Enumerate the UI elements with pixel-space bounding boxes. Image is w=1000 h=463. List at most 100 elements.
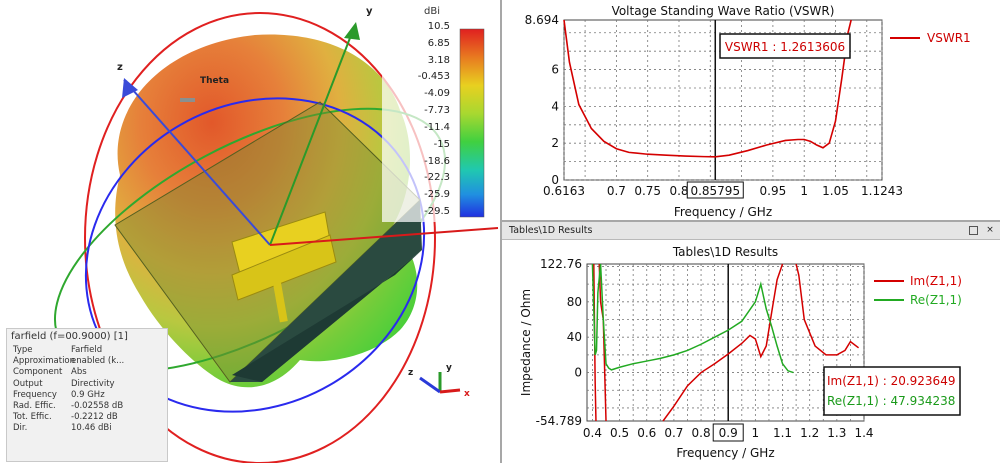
colorbar-tick-label: -0.453 (417, 71, 450, 83)
x-tick-label: 0.6163 (543, 184, 585, 198)
x-tick-label: 0.7 (664, 426, 683, 440)
info-value: 10.46 dBi (71, 423, 112, 434)
x-tick-label: 1.3 (827, 426, 846, 440)
impedance-window: Tables\1D Results × Tables\1D Results 0.4… (502, 222, 1000, 463)
marker-tick-box (686, 181, 744, 199)
farfield-3d-view[interactable]: z y Theta dBi y z x 10.5 6.85 3.18 -0.453 -4… (0, 0, 500, 463)
farfield-info-row: Tot. Effic. -0.2212 dB (7, 412, 167, 423)
farfield-info-row: Rad. Effic. -0.02558 dB (7, 401, 167, 412)
colorbar-tick-label: -22.3 (424, 172, 450, 184)
x-tick-label: 1 (752, 426, 760, 440)
vswr-chart: Voltage Standing Wave Ratio (VSWR) 0.6163… (525, 4, 971, 219)
colorbar-tick-label: 10.5 (427, 21, 450, 32)
farfield-info-panel: farfield (f=00.9000) [1] Type Farfield App… (6, 328, 168, 462)
legend-label-re: Re(Z1,1) (910, 293, 962, 307)
series-line-im (662, 263, 784, 422)
marker-label-box (823, 366, 961, 416)
x-tick-label: 1.1 (773, 426, 792, 440)
legend-label-vswr1: VSWR1 (927, 31, 971, 45)
farfield-info-row: Frequency 0.9 GHz (7, 390, 167, 401)
info-value: Abs (71, 367, 87, 378)
theta-label: Theta (200, 76, 229, 86)
y-axis-label: Impedance / Ohm (519, 289, 533, 396)
y-tick-label: 8.694 (525, 13, 559, 27)
farfield-info-row: Approximation enabled (k... (7, 356, 167, 367)
marker-label-im: Im(Z1,1) : 20.923649 (827, 374, 955, 388)
marker-label: VSWR1 : 1.2613606 (725, 40, 845, 54)
impedance-chart: Tables\1D Results 0.4 0.5 0.6 0.7 0.8 0.9 1 1.1 1… (519, 245, 962, 460)
window-title: Tables\1D Results (509, 225, 593, 236)
y-tick-label: 2 (551, 136, 559, 150)
chart-title: Voltage Standing Wave Ratio (VSWR) (612, 4, 835, 18)
colorbar-unit: dBi (424, 6, 440, 17)
x-tick-label: 1.05 (822, 184, 849, 198)
box-bottom (232, 250, 422, 382)
series-line-im (795, 263, 860, 356)
chart-title: Tables\1D Results (672, 245, 778, 259)
vswr-chart-panel: Voltage Standing Wave Ratio (VSWR) 0.6163… (502, 0, 1000, 222)
info-key: Type (13, 345, 33, 355)
y-tick-label: 0 (551, 173, 559, 187)
x-axis (269, 227, 499, 246)
x-axis-label: Frequency / GHz (676, 446, 774, 460)
info-key: Component (13, 367, 63, 378)
series-line-im (598, 263, 607, 422)
y-tick-label: 40 (567, 330, 582, 344)
series-line-vswr1 (563, 19, 852, 158)
y-tick-label: -54.789 (536, 414, 582, 428)
vertical-splitter[interactable] (500, 0, 502, 463)
x-tick-label: 1.1243 (861, 184, 903, 198)
farfield-info-row: Type Farfield (7, 345, 167, 356)
info-value: Farfield (71, 345, 103, 355)
info-value: enabled (k... (71, 356, 125, 367)
svg-text:y: y (446, 363, 452, 373)
marker-label-re: Re(Z1,1) : 47.934238 (827, 394, 955, 408)
colorbar-tick-label: 3.18 (427, 54, 450, 66)
y-tick-label: 0 (574, 366, 582, 380)
orientation-triad: y z x (408, 363, 470, 399)
svg-text:x: x (464, 389, 470, 399)
info-key: Tot. Effic. (13, 412, 52, 423)
farfield-info-row: Dir. 10.46 dBi (7, 423, 167, 434)
colorbar (459, 28, 485, 218)
info-key: Output (13, 378, 43, 389)
x-tick-label: 1 (800, 184, 808, 198)
y-axis-label: y (366, 6, 373, 17)
colorbar-tick-label: -18.6 (424, 155, 450, 167)
y-tick-label: 6 (551, 63, 559, 77)
x-tick-label: 0.85795 (690, 184, 740, 198)
x-tick-label: 0.75 (634, 184, 661, 198)
theta-circle (84, 12, 436, 463)
window-titlebar: Tables\1D Results × (502, 222, 1000, 240)
x-tick-label: 1.2 (800, 426, 819, 440)
feed-line (272, 281, 288, 323)
colorbar-tick-label: -7.73 (424, 105, 450, 117)
marker-label-box (719, 33, 851, 59)
colorbar-tick-label: -25.9 (424, 189, 450, 201)
series-line-re (591, 263, 794, 374)
box-side (230, 200, 422, 382)
info-key: Dir. (13, 423, 28, 434)
svg-text:z: z (408, 368, 413, 378)
x-tick-label: 0.6 (637, 426, 656, 440)
x-tick-label: 0.4 (583, 426, 602, 440)
x-tick-label: 0.95 (760, 184, 787, 198)
info-value: -0.02558 dB (71, 400, 124, 411)
x-tick-label: 0.7 (607, 184, 626, 198)
x-tick-label: 1.4 (854, 426, 873, 440)
horizontal-splitter[interactable] (502, 220, 1000, 222)
farfield-info-title: farfield (f=00.9000) [1] (11, 331, 128, 342)
restore-icon[interactable] (969, 226, 978, 235)
info-value: Directivity (71, 378, 115, 389)
x-axis-label: Frequency / GHz (674, 205, 772, 219)
x-tick-label: 0.8 (692, 426, 711, 440)
farfield-info-row: Component Abs (7, 367, 167, 378)
close-icon[interactable]: × (986, 225, 994, 235)
farfield-canvas[interactable]: z y Theta dBi y z x (0, 0, 500, 463)
patch-element-2 (231, 234, 337, 301)
colorbar-tick-label: 6.85 (427, 37, 450, 49)
y-tick-label: 122.76 (540, 257, 582, 271)
farfield-info-row: Output Directivity (7, 379, 167, 390)
info-key: Approximation (13, 356, 76, 367)
marker-tick-box (712, 423, 744, 442)
